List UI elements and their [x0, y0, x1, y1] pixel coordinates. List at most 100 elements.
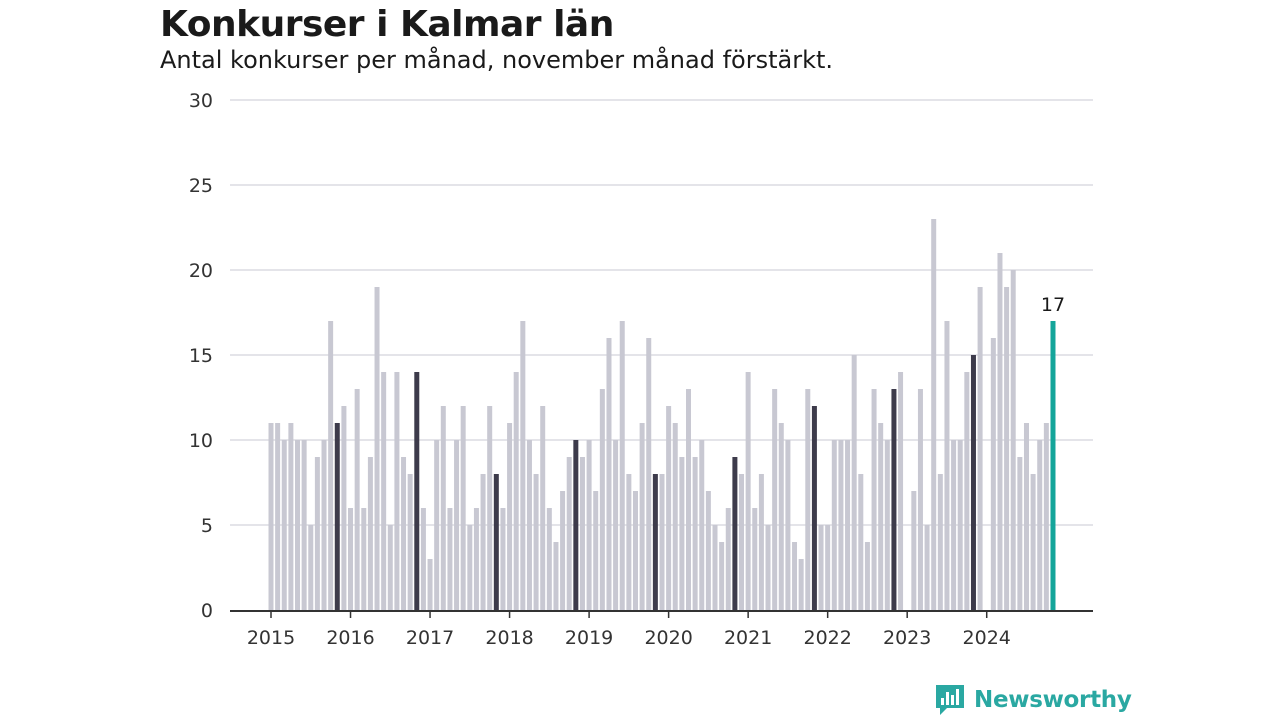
bar — [845, 440, 851, 610]
bar — [851, 355, 857, 610]
bar — [1037, 440, 1043, 610]
bar — [420, 508, 426, 610]
bar — [328, 321, 334, 610]
bar — [679, 457, 685, 610]
bar — [480, 474, 486, 610]
bar — [473, 508, 479, 610]
bar — [599, 389, 605, 610]
bar — [871, 389, 877, 610]
bar — [977, 287, 983, 610]
bar — [739, 474, 745, 610]
bar — [878, 423, 884, 610]
bar-november — [414, 372, 420, 610]
bar — [864, 542, 870, 610]
y-tick-label: 30 — [189, 90, 213, 112]
bar-november — [652, 474, 658, 610]
bar — [301, 440, 307, 610]
bar — [354, 389, 360, 610]
bar — [275, 423, 281, 610]
bar — [752, 508, 758, 610]
bar — [1010, 270, 1016, 610]
x-tick-label: 2022 — [803, 627, 851, 649]
bar — [1004, 287, 1010, 610]
bar — [758, 474, 764, 610]
bar — [785, 440, 791, 610]
bar — [513, 372, 519, 610]
bar — [367, 457, 373, 610]
bar-november — [970, 355, 976, 610]
bar-november — [334, 423, 340, 610]
bar — [546, 508, 552, 610]
x-axis-labels: 2015 2016 2017 2018 2019 2020 2021 2022 2023 2024 — [247, 627, 1011, 649]
x-tick-label: 2019 — [565, 627, 613, 649]
bar — [778, 423, 784, 610]
bars — [268, 219, 1056, 610]
y-tick-label: 15 — [189, 345, 213, 367]
x-tick-label: 2021 — [724, 627, 772, 649]
x-tick-label: 2018 — [485, 627, 533, 649]
bar — [268, 423, 274, 610]
bar — [825, 525, 831, 610]
bar — [593, 491, 599, 610]
bar — [990, 338, 996, 610]
x-tick-label: 2024 — [963, 627, 1011, 649]
x-tick-label: 2016 — [326, 627, 374, 649]
bar — [917, 389, 923, 610]
bar — [626, 474, 632, 610]
bar — [924, 525, 930, 610]
bar — [765, 525, 771, 610]
bar — [884, 440, 890, 610]
bar — [772, 389, 778, 610]
data-label-latest: 17 — [1041, 294, 1065, 316]
bar — [699, 440, 705, 610]
bar — [288, 423, 294, 610]
bar — [526, 440, 532, 610]
bar — [944, 321, 950, 610]
bar — [639, 423, 645, 610]
bar — [394, 372, 400, 610]
y-tick-label: 10 — [189, 430, 213, 452]
bar — [434, 440, 440, 610]
bar — [427, 559, 433, 610]
bar — [818, 525, 824, 610]
bar — [407, 474, 413, 610]
bar — [553, 542, 559, 610]
bar — [1017, 457, 1023, 610]
bar — [566, 457, 572, 610]
bar — [507, 423, 513, 610]
bar — [937, 474, 943, 610]
bar — [659, 474, 665, 610]
y-tick-label: 25 — [189, 175, 213, 197]
bar — [719, 542, 725, 610]
bar — [712, 525, 718, 610]
bar — [838, 440, 844, 610]
bar — [487, 406, 493, 610]
bar — [911, 491, 917, 610]
bar — [957, 440, 963, 610]
bar — [387, 525, 393, 610]
bar — [341, 406, 347, 610]
bar — [613, 440, 619, 610]
bar — [560, 491, 566, 610]
bar — [374, 287, 380, 610]
bar — [951, 440, 957, 610]
bar — [666, 406, 672, 610]
bar — [606, 338, 612, 610]
bar — [447, 508, 453, 610]
bar — [361, 508, 367, 610]
bar-november — [891, 389, 897, 610]
chart-title: Konkurser i Kalmar län — [160, 4, 614, 45]
bar — [792, 542, 798, 610]
brand-name: Newsworthy — [974, 687, 1132, 713]
bar — [460, 406, 466, 610]
bar — [295, 440, 301, 610]
newsworthy-logo[interactable]: Newsworthy — [934, 683, 1132, 717]
bar — [1023, 423, 1029, 610]
bar-november — [732, 457, 738, 610]
y-tick-label: 0 — [201, 600, 213, 622]
x-tick-label: 2023 — [883, 627, 931, 649]
bar — [586, 440, 592, 610]
bar-latest — [1050, 321, 1056, 610]
bar — [500, 508, 506, 610]
bar — [672, 423, 678, 610]
